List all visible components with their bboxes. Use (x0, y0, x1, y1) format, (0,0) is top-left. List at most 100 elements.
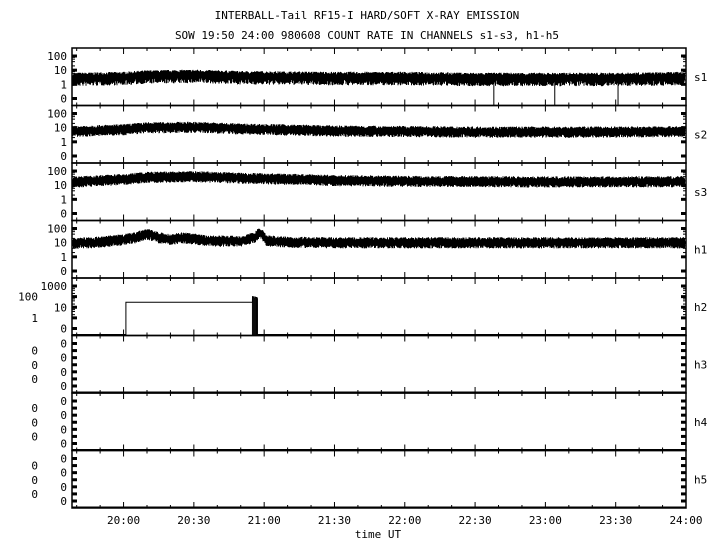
y-tick (72, 427, 77, 431)
y-tick-label: 0 (60, 323, 67, 336)
y-tick (681, 377, 686, 381)
y-tick (681, 434, 686, 438)
panel-label-h3: h3 (694, 358, 707, 371)
y-tick (681, 413, 686, 417)
y-tick (72, 154, 77, 158)
y-tick (72, 399, 77, 403)
y-tick-label: 0 (31, 460, 38, 473)
y-tick (72, 295, 77, 299)
x-axis-label: time UT (355, 528, 402, 541)
chart-subtitle: SOW 19:50 24:00 980608 COUNT RATE IN CHA… (175, 29, 559, 42)
y-tick-label: 0 (60, 366, 67, 379)
y-tick (72, 434, 77, 438)
y-tick (681, 305, 686, 309)
panel-label-h1: h1 (694, 243, 707, 256)
y-tick-label: 0 (60, 453, 67, 466)
y-tick (72, 68, 77, 72)
y-tick (681, 197, 686, 201)
y-tick (72, 485, 77, 489)
y-tick (681, 269, 686, 273)
y-tick-label: 0 (31, 373, 38, 386)
y-tick (681, 255, 686, 259)
y-tick (681, 363, 686, 367)
y-tick-label: 1 (60, 251, 67, 264)
y-tick-label: 100 (18, 291, 38, 304)
y-tick (681, 68, 686, 72)
panel-frame (71, 392, 687, 452)
y-tick (72, 212, 77, 215)
y-tick (72, 377, 77, 381)
y-tick-label: 0 (31, 474, 38, 487)
y-tick-label: 0 (60, 423, 67, 436)
y-tick (72, 255, 77, 259)
y-tick (72, 112, 77, 115)
y-tick (681, 112, 686, 115)
y-tick (681, 356, 686, 360)
y-tick-label: 0 (60, 380, 67, 393)
y-tick (72, 327, 77, 330)
y-tick-label: 0 (60, 150, 67, 163)
panel-label-h2: h2 (694, 301, 707, 314)
y-tick (681, 464, 686, 468)
series-h1 (72, 228, 685, 249)
y-tick-label: 0 (60, 352, 67, 365)
y-tick (72, 457, 77, 460)
series-s1 (72, 69, 685, 106)
y-tick (72, 316, 77, 320)
y-tick (681, 471, 686, 475)
y-tick (681, 212, 686, 215)
series-s3 (72, 171, 685, 188)
y-tick-label: 100 (47, 50, 67, 63)
y-tick (72, 370, 77, 374)
y-tick (681, 457, 686, 460)
y-tick (681, 169, 686, 173)
y-tick-label: 0 (60, 208, 67, 221)
y-tick (72, 227, 77, 230)
chart-title: INTERBALL-Tail RF15-I HARD/SOFT X-RAY EM… (215, 9, 520, 22)
x-tick-label: 24:00 (669, 514, 702, 527)
panel-frame (71, 449, 687, 509)
y-tick (72, 349, 77, 353)
y-tick (72, 305, 77, 309)
y-tick (72, 499, 77, 503)
y-tick-label: 0 (31, 402, 38, 415)
y-tick-label: 0 (31, 430, 38, 443)
y-tick (72, 356, 77, 360)
x-tick-label: 23:00 (529, 514, 562, 527)
y-tick-label: 100 (47, 165, 67, 178)
y-tick-label: 0 (60, 395, 67, 408)
panel-label-s3: s3 (694, 186, 707, 199)
y-tick (72, 406, 77, 410)
y-tick-label: 0 (60, 495, 67, 508)
y-tick (72, 420, 77, 424)
y-tick (681, 54, 686, 58)
series-h2 (72, 295, 686, 335)
y-tick-label: 1 (60, 136, 67, 149)
y-tick (681, 420, 686, 424)
panel-label-s2: s2 (694, 128, 707, 141)
y-tick-label: 1 (31, 312, 38, 325)
y-tick-label: 0 (60, 438, 67, 451)
y-tick (72, 197, 77, 201)
panel-label-h5: h5 (694, 473, 707, 486)
y-tick (72, 269, 77, 273)
y-tick-label: 0 (60, 467, 67, 480)
panel-frame (71, 219, 687, 279)
y-tick-label: 10 (54, 122, 67, 135)
y-tick (72, 413, 77, 417)
y-tick (72, 342, 77, 345)
y-tick-label: 0 (60, 409, 67, 422)
y-tick (681, 442, 686, 445)
y-tick-label: 100 (47, 223, 67, 236)
y-tick-label: 0 (31, 359, 38, 372)
y-tick-label: 0 (60, 481, 67, 494)
y-tick (72, 442, 77, 445)
x-tick-label: 21:00 (248, 514, 281, 527)
y-tick (681, 499, 686, 503)
y-tick (681, 327, 686, 330)
y-tick (681, 384, 686, 388)
